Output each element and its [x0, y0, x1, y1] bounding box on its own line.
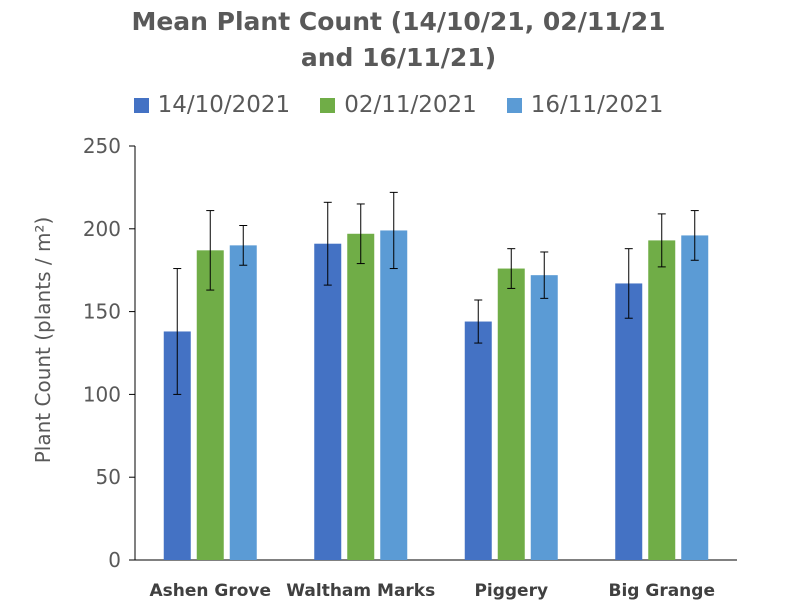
y-tick-label-4: 200 — [83, 217, 121, 241]
chart-title-line-2: and 16/11/21) — [300, 43, 497, 72]
legend-label-series-3: 16/11/2021 — [530, 92, 664, 118]
y-tick-label-5: 250 — [83, 134, 121, 158]
legend-label-series-2: 02/11/2021 — [344, 92, 477, 118]
bar-1-3 — [464, 321, 492, 560]
legend-item-series-1: 14/10/2021 — [133, 92, 291, 118]
y-tick-label-1: 50 — [96, 465, 121, 489]
x-category-label-1: Ashen Grove — [149, 581, 271, 601]
legend-swatch-series-1 — [133, 97, 149, 113]
legend-swatch-series-3 — [506, 97, 522, 113]
y-axis-title: Plant Count (plants / m²) — [31, 217, 55, 464]
bar-1-2 — [314, 243, 342, 561]
legend-item-series-2: 02/11/2021 — [320, 92, 477, 118]
y-tick-label-3: 150 — [83, 300, 121, 324]
bar-1-4 — [615, 283, 643, 560]
x-category-label-2: Waltham Marks — [286, 581, 435, 601]
legend-item-series-3: 16/11/2021 — [506, 92, 664, 118]
chart-title-line-1: Mean Plant Count (14/10/21, 02/11/21 — [131, 7, 666, 36]
chart-legend: 14/10/2021 02/11/2021 16/11/2021 — [0, 92, 797, 118]
bar-2-3 — [497, 268, 525, 560]
bar-3-1 — [229, 245, 257, 561]
bar-2-4 — [648, 240, 676, 560]
legend-label-series-1: 14/10/2021 — [157, 92, 291, 118]
bar-3-2 — [380, 230, 408, 560]
legend-swatch-series-2 — [320, 97, 336, 113]
chart-title: Mean Plant Count (14/10/21, 02/11/21 and… — [0, 4, 797, 76]
x-category-label-3: Piggery — [474, 581, 548, 601]
bar-2-1 — [196, 250, 224, 560]
y-tick-label-2: 100 — [83, 382, 121, 406]
x-category-label-4: Big Grange — [609, 581, 715, 601]
bar-3-3 — [530, 275, 558, 560]
bar-2-2 — [347, 233, 375, 560]
bar-3-4 — [681, 235, 709, 560]
y-tick-label-0: 0 — [108, 548, 121, 572]
